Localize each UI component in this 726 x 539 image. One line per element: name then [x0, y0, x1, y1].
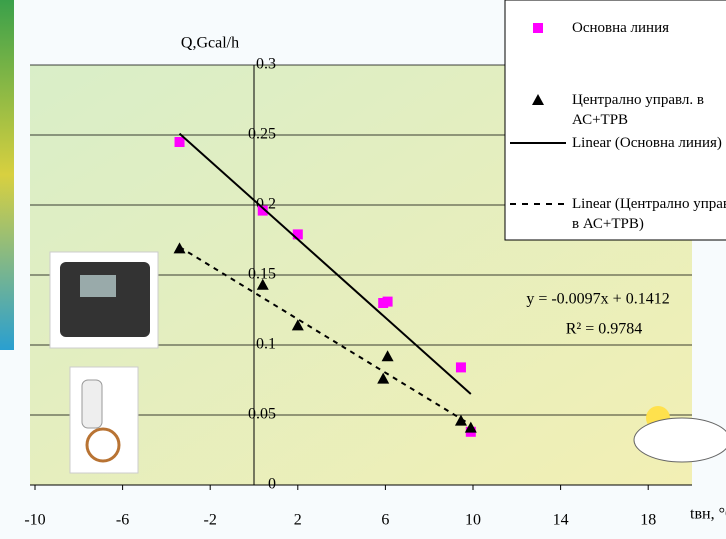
point [381, 350, 394, 362]
legend-label: Основна линия [572, 20, 670, 36]
x-tick-label: -6 [116, 512, 129, 529]
y-tick-label: 0.3 [256, 56, 276, 73]
x-tick-label: 6 [381, 512, 389, 529]
point [454, 414, 467, 426]
controller-screen [80, 275, 116, 297]
legend-label: Linear (Централно управл. в АС+ТРВ) [572, 196, 726, 232]
y-tick-label: 0.25 [248, 126, 276, 143]
point [377, 372, 390, 384]
trend-line [179, 246, 472, 426]
legend-box [504, 0, 726, 241]
legend-label: Linear (Основна линия) [572, 135, 722, 151]
point [464, 421, 477, 433]
legend-label: Централно управл. в АС+ТРВ [572, 92, 704, 128]
x-tick-label: 14 [553, 512, 569, 529]
y-tick-label: 0.1 [256, 336, 276, 353]
point [532, 94, 544, 105]
x-tick-label: -10 [24, 512, 45, 529]
point [533, 23, 543, 33]
valve-head [81, 379, 103, 429]
y-tick-label: 0.15 [248, 266, 276, 283]
annotation: R² = 0.9784 [566, 321, 643, 338]
x-axis-title: tвн, °C [690, 506, 726, 523]
annotation: y = -0.0097x + 0.1412 [526, 291, 669, 308]
x-tick-label: 18 [640, 512, 656, 529]
point [382, 296, 393, 307]
y-tick-label: 0 [268, 476, 276, 493]
trend-line [178, 132, 472, 395]
point [257, 205, 268, 216]
controller-body [60, 262, 150, 337]
point [292, 229, 303, 240]
point [291, 319, 304, 331]
valve-image [69, 366, 139, 474]
y-axis-title: Q,Gcal/h [181, 35, 239, 52]
cloud-icon [633, 417, 726, 463]
valve-coil [85, 427, 121, 463]
point [256, 278, 269, 290]
x-tick-label: 10 [465, 512, 481, 529]
x-tick-label: -2 [204, 512, 217, 529]
y-tick-label: 0.05 [248, 406, 276, 423]
point [174, 137, 185, 147]
x-tick-label: 2 [294, 512, 302, 529]
point [455, 362, 466, 373]
decor-strip [0, 0, 14, 350]
